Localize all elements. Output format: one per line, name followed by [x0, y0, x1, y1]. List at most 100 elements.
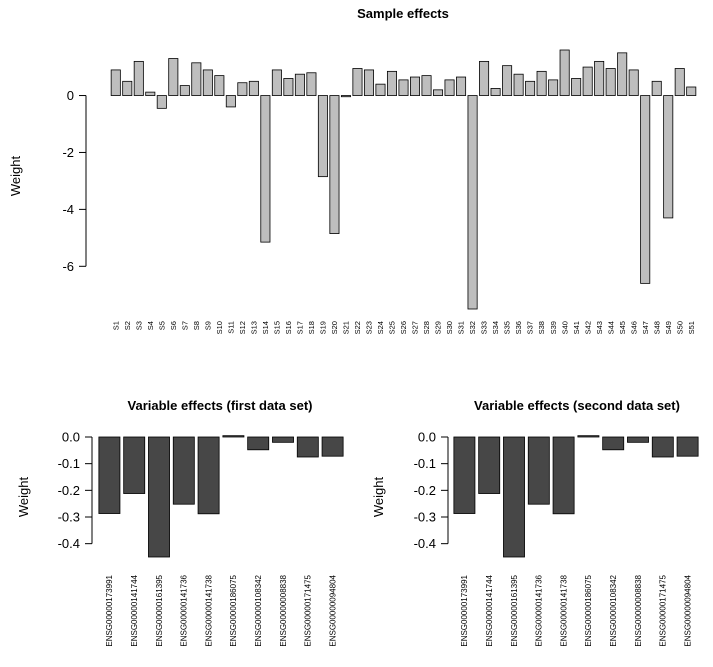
category-label: ENSG00000161395	[510, 574, 519, 646]
bar	[490, 88, 501, 96]
bar	[321, 436, 344, 457]
bar	[627, 436, 649, 443]
bar	[133, 60, 144, 96]
bar	[433, 89, 444, 96]
category-label: S48	[652, 321, 661, 334]
category-label: S22	[353, 321, 362, 334]
bar	[202, 69, 213, 96]
category-label: S38	[537, 321, 546, 334]
bar	[559, 49, 570, 96]
bar	[98, 436, 121, 514]
bar	[386, 70, 397, 96]
category-label: S7	[180, 321, 189, 330]
bar	[283, 78, 294, 96]
y-tick-label: -4	[62, 202, 74, 217]
category-label: ENSG00000186075	[229, 574, 238, 646]
bar	[145, 91, 156, 96]
bar	[676, 436, 699, 457]
bar	[294, 73, 305, 96]
bar	[479, 60, 490, 96]
category-label: ENSG00000141736	[180, 574, 189, 646]
bar	[577, 435, 600, 438]
category-label: S39	[549, 321, 558, 334]
bar	[168, 58, 179, 96]
category-label: S13	[249, 321, 258, 334]
category-label: S50	[675, 321, 684, 334]
category-label: S37	[526, 321, 535, 334]
category-label: ENSG00000094804	[328, 574, 337, 646]
bar	[329, 95, 340, 234]
y-tick-label: 0.0	[418, 430, 436, 445]
bar	[503, 436, 525, 558]
category-label: S9	[203, 321, 212, 330]
bar	[663, 95, 674, 219]
chart-title: Variable effects (second data set)	[474, 398, 680, 413]
y-axis-label: Weight	[16, 477, 31, 518]
category-label: S29	[434, 321, 443, 334]
bar	[686, 86, 697, 96]
category-label: S49	[664, 321, 673, 334]
category-label: S10	[215, 321, 224, 334]
category-label: S35	[503, 321, 512, 334]
bar	[156, 95, 167, 109]
bar	[375, 83, 386, 96]
y-tick-label: -0.2	[414, 483, 436, 498]
category-label: S26	[399, 321, 408, 334]
category-label: S30	[445, 321, 454, 334]
category-label: S11	[226, 321, 235, 334]
category-label: S24	[376, 321, 385, 334]
y-tick-label: -0.1	[414, 456, 436, 471]
bar	[527, 436, 550, 505]
bar	[410, 76, 421, 96]
bar	[552, 436, 575, 515]
category-label: S40	[560, 321, 569, 334]
category-label: S15	[273, 321, 282, 334]
bar	[548, 79, 559, 96]
y-tick-label: 0.0	[62, 430, 80, 445]
chart-title: Variable effects (first data set)	[128, 398, 313, 413]
bar	[571, 78, 582, 96]
bar	[222, 435, 245, 438]
category-label: S18	[307, 321, 316, 334]
bar	[148, 436, 170, 558]
bar	[478, 436, 501, 494]
bar	[272, 436, 294, 443]
bar	[617, 52, 628, 96]
category-label: ENSG00000171475	[659, 574, 668, 646]
category-label: ENSG00000094804	[683, 574, 692, 646]
variable-effects-second-panel: Variable effects (second data set) Weight…	[371, 398, 699, 647]
category-label: S46	[629, 321, 638, 334]
category-label: S41	[572, 321, 581, 334]
bar	[237, 82, 248, 96]
bar	[421, 75, 432, 96]
category-label: S19	[319, 321, 328, 334]
category-label: S2	[123, 321, 132, 330]
bar	[340, 95, 351, 98]
bar	[247, 436, 270, 451]
category-label: ENSG00000108342	[609, 574, 618, 646]
bar	[456, 76, 467, 96]
bar	[513, 73, 524, 96]
y-tick-label: -0.4	[58, 536, 80, 551]
category-label: S32	[468, 321, 477, 334]
category-label: S51	[687, 321, 696, 334]
category-label: S31	[457, 321, 466, 334]
category-label: S33	[480, 321, 489, 334]
bar	[398, 79, 409, 96]
category-label: ENSG00000173991	[460, 574, 469, 646]
category-label: ENSG00000141738	[204, 574, 213, 646]
bar	[122, 80, 133, 96]
bar	[363, 69, 374, 96]
y-axis-label: Weight	[371, 477, 386, 518]
category-label: S36	[514, 321, 523, 334]
category-label: S3	[134, 321, 143, 330]
category-label: S25	[388, 321, 397, 334]
category-label: S42	[583, 321, 592, 334]
category-label: S14	[261, 321, 270, 334]
category-label: ENSG00000008838	[279, 574, 288, 646]
bar	[271, 69, 282, 96]
bar	[651, 80, 662, 96]
y-tick-label: -2	[62, 145, 74, 160]
bar	[214, 75, 225, 96]
